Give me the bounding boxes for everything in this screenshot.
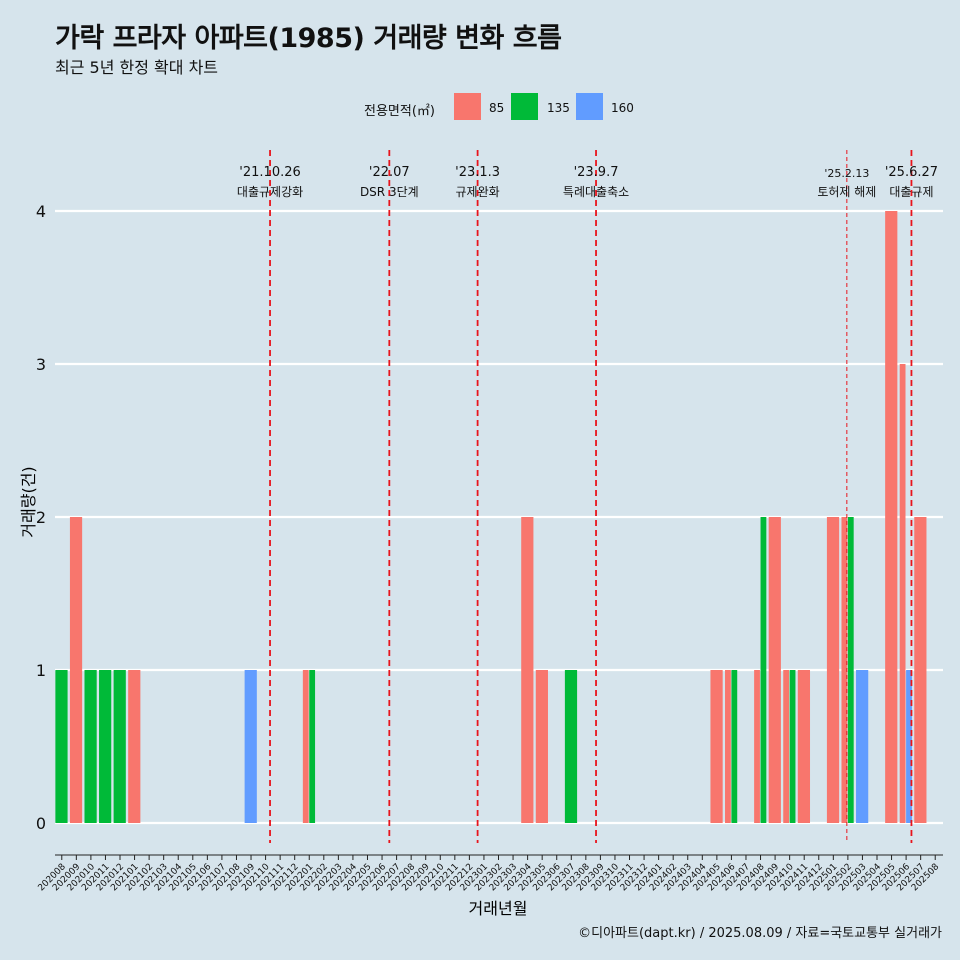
bar-85-202502	[841, 517, 848, 823]
bar-85-202305	[535, 670, 548, 823]
bar-135-202406	[731, 670, 738, 823]
bar-160-202506	[906, 670, 912, 823]
bar-160-202503	[856, 670, 869, 823]
event-date-label: '25.2.13	[824, 167, 869, 180]
x-axis-label: 거래년월	[469, 899, 528, 918]
legend-key-85	[454, 93, 481, 120]
event-lines: '21.10.26 대출규제강화 '22.07 DSR 3단계 '23.1.3 규제완화 '…	[237, 150, 938, 843]
y-tick-label: 1	[36, 661, 46, 680]
chart-title: 가락 프라자 아파트(1985) 거래량 변화 흐름	[55, 23, 562, 54]
event-date-label: '23.1.3	[455, 165, 500, 180]
bar-85-202304	[521, 517, 534, 823]
bar-135-202307	[564, 670, 578, 823]
legend-label-85: 85	[489, 101, 505, 115]
bar-135-202410	[789, 670, 796, 823]
y-axis: 0 1 2 3 4	[36, 202, 46, 833]
bar-160-202109	[244, 670, 257, 823]
bar-135-202010	[84, 670, 97, 823]
bar-85-202009	[69, 517, 83, 823]
bar-85-202405	[710, 670, 723, 823]
bar-85-202411	[797, 670, 811, 823]
bar-85-202410	[783, 670, 790, 823]
x-axis: 2020082020092020102020112020122021012021…	[37, 854, 943, 893]
caption: ©디아파트(dapt.kr) / 2025.08.09 / 자료=국토교통부 실…	[578, 926, 942, 941]
event-date-label: '25.6.27	[885, 165, 938, 180]
bar-135-202408	[760, 517, 767, 823]
event-name-label: 토허제 해제	[817, 185, 876, 199]
legend-key-160	[576, 93, 603, 120]
event-name-label: DSR 3단계	[360, 185, 419, 199]
event-date-label: '22.07	[369, 165, 410, 180]
bar-85-202101	[128, 670, 141, 823]
bar-135-202502	[847, 517, 854, 823]
event-name-label: 특례대출축소	[563, 185, 629, 199]
event-name-label: 대출규제강화	[237, 185, 303, 199]
y-tick-label: 4	[36, 202, 46, 221]
bar-85-202408	[754, 670, 760, 823]
legend-label-160: 160	[611, 101, 634, 115]
y-tick-label: 2	[36, 508, 46, 527]
y-tick-label: 0	[36, 814, 46, 833]
bar-135-202008	[55, 670, 68, 823]
legend-label-135: 135	[547, 101, 570, 115]
bar-85-202507	[914, 517, 927, 823]
bar-135-202011	[99, 670, 112, 823]
legend: 전용면적(㎡) 85 135 160	[0, 93, 960, 123]
event-name-label: 대출규제	[889, 185, 933, 199]
chart-subtitle: 최근 5년 한정 확대 차트	[55, 58, 219, 77]
legend-title: 전용면적(㎡)	[364, 104, 435, 119]
event-name-label: 규제완화	[456, 185, 500, 199]
legend-key-135	[511, 93, 538, 120]
bar-135-202201	[309, 670, 316, 823]
bars	[55, 211, 927, 823]
y-axis-label: 거래량(건)	[19, 466, 38, 537]
y-tick-label: 3	[36, 355, 46, 374]
bar-85-202409	[768, 517, 781, 823]
bar-85-202201	[302, 670, 309, 823]
bar-135-202012	[113, 670, 126, 823]
bar-85-202406	[725, 670, 731, 823]
bar-85-202501	[826, 517, 840, 823]
bar-85-202505	[885, 211, 898, 823]
event-date-label: '23.9.7	[574, 165, 619, 180]
bar-85-202506	[899, 364, 906, 823]
event-date-label: '21.10.26	[239, 165, 300, 180]
